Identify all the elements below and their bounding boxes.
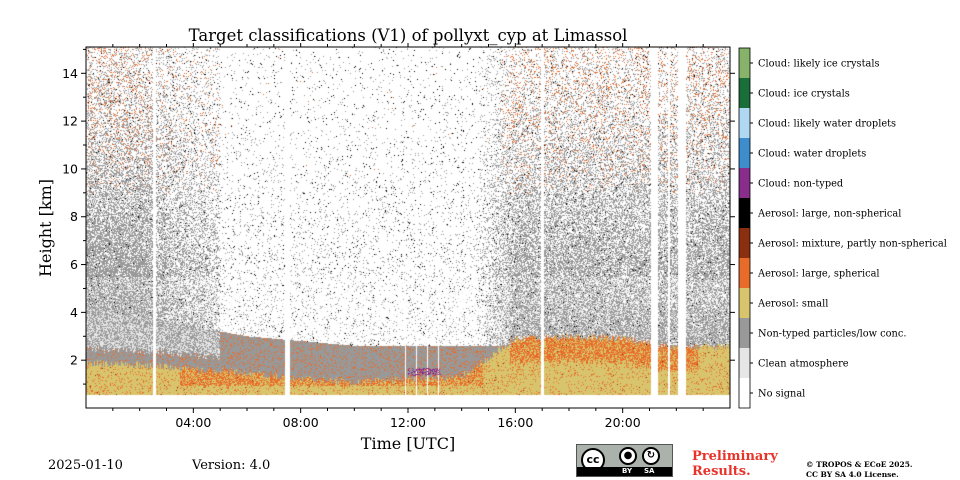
colorbar-label: Aerosol: large, spherical (757, 269, 880, 280)
preliminary-results-label: Preliminary Results. (692, 449, 778, 479)
cc-license-badge: cc ● ↻ BY SA (576, 444, 673, 477)
x-tick-label: 20:00 (605, 415, 641, 430)
colorbar-label: Non-typed particles/low conc. (758, 329, 906, 340)
cc-sa-label: SA (644, 467, 655, 475)
colorbar-swatch (739, 288, 750, 318)
x-tick-label: 16:00 (497, 415, 533, 430)
person-icon: ● (619, 447, 637, 465)
chart-title: Target classifications (V1) of pollyxt_c… (189, 26, 628, 45)
x-tick-label: 12:00 (390, 415, 426, 430)
colorbar-label: Cloud: likely ice crystals (758, 59, 880, 70)
y-axis: 2 4 6 8 10 12 14 (62, 48, 735, 385)
colorbar-swatch (739, 378, 750, 408)
x-tick-label: 08:00 (283, 415, 319, 430)
y-tick-label: 8 (70, 209, 78, 224)
license-text: © TROPOS & ECoE 2025. CC BY SA 4.0 Licen… (806, 460, 913, 480)
y-tick-label: 12 (62, 114, 78, 129)
colorbar-swatch (739, 198, 750, 228)
cc-by-label: BY (622, 467, 633, 475)
colorbar-label: Aerosol: large, non-spherical (757, 209, 901, 220)
license-line-2: CC BY SA 4.0 License. (806, 470, 899, 479)
x-axis: 04:00 08:00 12:00 16:00 20:00 (112, 43, 704, 430)
y-tick-label: 14 (62, 66, 78, 81)
preliminary-line-1: Preliminary (692, 449, 778, 464)
x-axis-label: Time [UTC] (361, 434, 455, 453)
colorbar-label: Aerosol: small (757, 299, 828, 310)
colorbar-swatch (739, 168, 750, 198)
colorbar-label: Cloud: ice crystals (758, 89, 850, 100)
colorbar-swatch (739, 78, 750, 108)
preliminary-line-2: Results. (692, 464, 751, 479)
y-axis-label: Height [km] (36, 179, 55, 277)
y-tick-label: 10 (62, 161, 78, 176)
colorbar-swatch (739, 348, 750, 378)
y-tick-label: 2 (70, 353, 78, 368)
colorbar-label: Clean atmosphere (758, 359, 849, 370)
heatmap-raster (86, 47, 730, 408)
colorbar-swatch (739, 108, 750, 138)
colorbar-swatch (739, 258, 750, 288)
colorbar-label: Cloud: likely water droplets (758, 119, 896, 130)
colorbar-swatch (739, 138, 750, 168)
class-colorbar: No signal Clean atmosphere Non-typed parti… (738, 47, 947, 409)
y-tick-label: 6 (70, 257, 78, 272)
colorbar-label: No signal (758, 389, 805, 400)
cc-badge-strip (577, 467, 672, 476)
date-label: 2025-01-10 (48, 458, 123, 473)
share-alike-icon: ↻ (642, 447, 660, 465)
colorbar-frame (738, 47, 751, 409)
classification-heatmap (86, 47, 730, 408)
license-line-1: © TROPOS & ECoE 2025. (806, 460, 913, 469)
version-label: Version: 4.0 (192, 458, 271, 473)
y-tick-label: 4 (70, 305, 78, 320)
x-tick-label: 04:00 (175, 415, 211, 430)
colorbar-swatch (739, 318, 750, 348)
colorbar-label: Cloud: water droplets (758, 149, 866, 160)
colorbar-swatch (739, 228, 750, 258)
colorbar-label: Aerosol: mixture, partly non-spherical (757, 239, 947, 250)
colorbar-swatch (739, 48, 750, 78)
colorbar-label: Cloud: non-typed (758, 179, 843, 190)
